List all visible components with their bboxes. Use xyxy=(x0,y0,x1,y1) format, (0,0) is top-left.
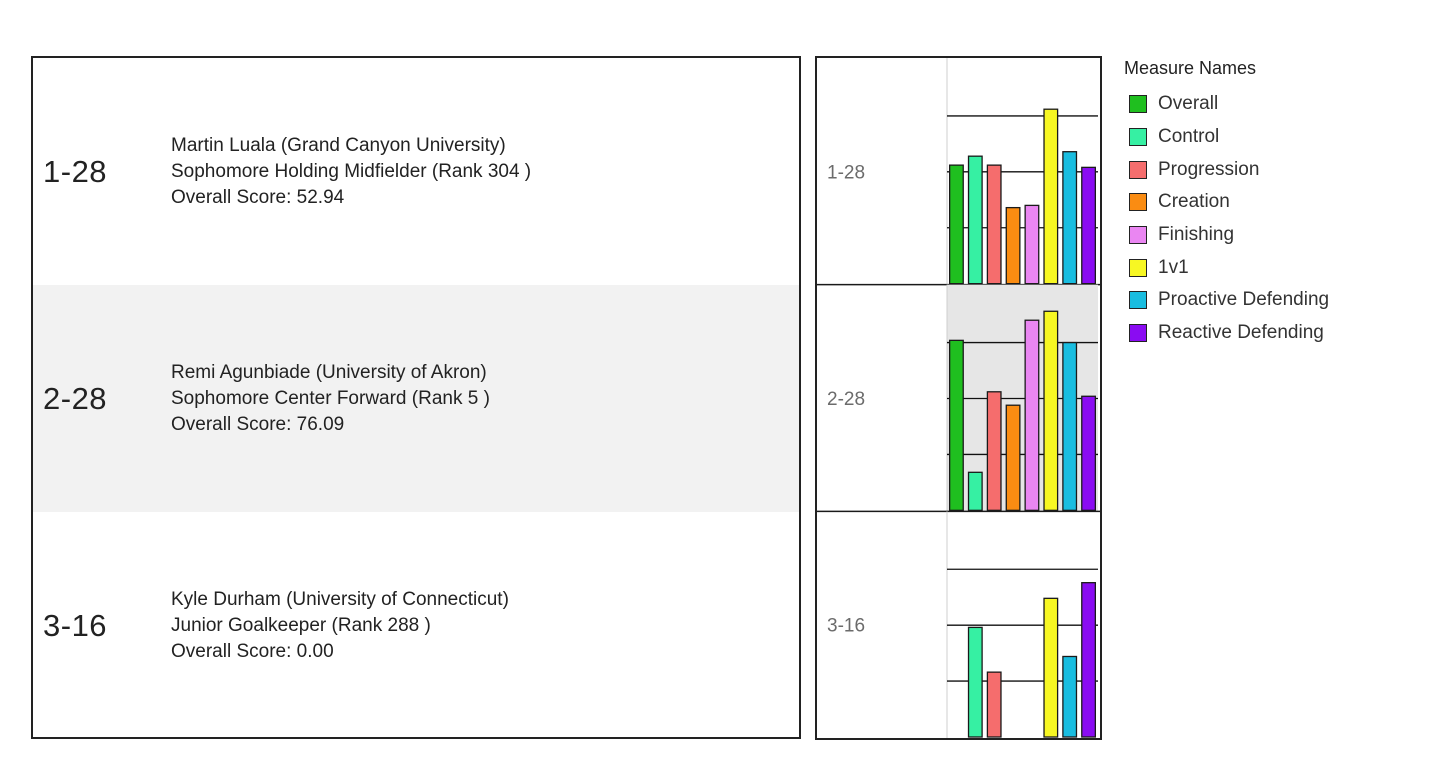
legend-swatch xyxy=(1129,95,1147,114)
player-score: Overall Score: 52.94 xyxy=(171,186,345,208)
legend-label: Progression xyxy=(1158,158,1260,180)
bar-creation[interactable] xyxy=(1005,206,1021,285)
bar-progression[interactable] xyxy=(986,671,1002,738)
bar-creation[interactable] xyxy=(1005,404,1021,511)
bar-reactive-defending[interactable] xyxy=(1081,582,1097,738)
legend-label: Overall xyxy=(1158,93,1219,115)
legend-item-1v1[interactable]: 1v1 xyxy=(1124,251,1444,284)
bar-control[interactable] xyxy=(967,626,983,738)
table-row[interactable]: 2-28 Remi Agunbiade (University of Akron… xyxy=(33,285,799,512)
pick-label: 2-28 xyxy=(43,380,108,416)
chart-row-label: 1-28 xyxy=(827,162,865,183)
bar-chart: 1-28 2-28 3-16 xyxy=(817,58,1100,738)
player-info: Kyle Durham (University of Connecticut) … xyxy=(171,587,509,665)
player-position: Sophomore Center Forward (Rank 5 ) xyxy=(171,387,490,409)
bar-reactive-defending[interactable] xyxy=(1081,395,1097,511)
bar-progression[interactable] xyxy=(986,164,1002,285)
legend-swatch xyxy=(1129,193,1147,212)
bar-reactive-defending[interactable] xyxy=(1081,166,1097,285)
player-position: Sophomore Holding Midfielder (Rank 304 ) xyxy=(171,160,532,182)
bar-1v1[interactable] xyxy=(1043,597,1059,738)
player-position: Junior Goalkeeper (Rank 288 ) xyxy=(171,614,431,636)
legend-label: 1v1 xyxy=(1158,256,1189,278)
bar-progression[interactable] xyxy=(986,391,1002,511)
legend-swatch xyxy=(1129,226,1147,245)
bar-control[interactable] xyxy=(967,155,983,285)
bar-chart-frame: 1-28 2-28 3-16 xyxy=(815,56,1102,740)
chart-row-label: 3-16 xyxy=(827,616,865,637)
legend-item-reactive-defending[interactable]: Reactive Defending xyxy=(1124,317,1444,350)
legend-label: Creation xyxy=(1158,191,1230,213)
player-score: Overall Score: 0.00 xyxy=(171,640,334,662)
bar-control[interactable] xyxy=(967,471,983,511)
legend-label: Finishing xyxy=(1158,224,1235,246)
legend-item-control[interactable]: Control xyxy=(1124,121,1444,154)
chart-row-label: 2-28 xyxy=(827,389,865,410)
bar-finishing[interactable] xyxy=(1024,204,1040,285)
legend-swatch xyxy=(1129,291,1147,310)
bar-proactive-defending[interactable] xyxy=(1062,341,1078,511)
player-name: Remi Agunbiade (University of Akron) xyxy=(171,361,487,383)
bar-finishing[interactable] xyxy=(1024,319,1040,511)
player-name: Kyle Durham (University of Connecticut) xyxy=(171,588,509,610)
legend-label: Reactive Defending xyxy=(1158,322,1324,344)
player-name: Martin Luala (Grand Canyon University) xyxy=(171,134,506,156)
legend-swatch xyxy=(1129,128,1147,147)
legend-item-overall[interactable]: Overall xyxy=(1124,88,1444,121)
pick-label: 3-16 xyxy=(43,607,108,643)
legend-swatch xyxy=(1129,324,1147,343)
legend-swatch xyxy=(1129,160,1147,179)
legend-label: Control xyxy=(1158,126,1220,148)
player-score: Overall Score: 76.09 xyxy=(171,413,345,435)
legend-title: Measure Names xyxy=(1124,58,1257,78)
legend-item-creation[interactable]: Creation xyxy=(1124,186,1444,219)
bar-proactive-defending[interactable] xyxy=(1062,655,1078,738)
player-table: 1-28 Martin Luala (Grand Canyon Universi… xyxy=(31,56,801,739)
bar-proactive-defending[interactable] xyxy=(1062,151,1078,285)
table-row[interactable]: 3-16 Kyle Durham (University of Connecti… xyxy=(33,512,799,739)
legend-item-proactive-defending[interactable]: Proactive Defending xyxy=(1124,284,1444,317)
legend-label: Proactive Defending xyxy=(1158,289,1330,311)
legend: Measure Names Overall Control Progressio… xyxy=(1124,56,1444,350)
bar-overall[interactable] xyxy=(948,339,964,511)
bar-overall[interactable] xyxy=(948,164,964,285)
player-info: Martin Luala (Grand Canyon University) S… xyxy=(171,133,531,211)
table-row[interactable]: 1-28 Martin Luala (Grand Canyon Universi… xyxy=(33,58,799,285)
legend-swatch xyxy=(1129,258,1147,277)
legend-item-progression[interactable]: Progression xyxy=(1124,153,1444,186)
pick-label: 1-28 xyxy=(43,153,108,189)
player-info: Remi Agunbiade (University of Akron) Sop… xyxy=(171,360,490,438)
legend-item-finishing[interactable]: Finishing xyxy=(1124,219,1444,252)
bar-1v1[interactable] xyxy=(1043,310,1059,511)
bar-1v1[interactable] xyxy=(1043,108,1059,285)
